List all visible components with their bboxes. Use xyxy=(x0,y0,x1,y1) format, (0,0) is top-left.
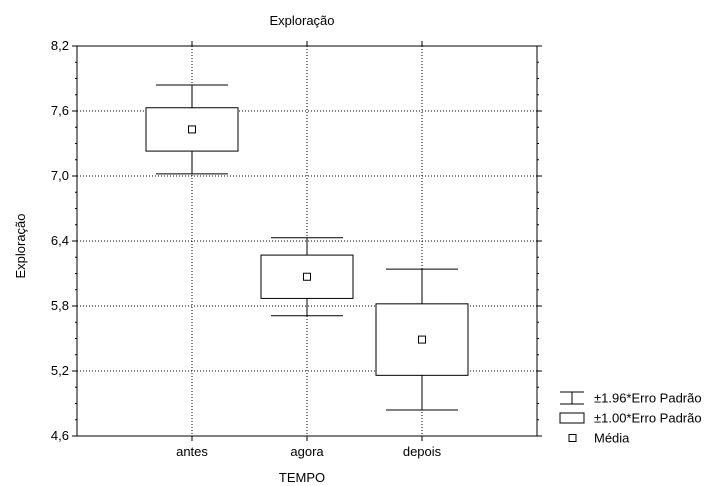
box-group-depois xyxy=(375,268,469,411)
legend-label: ±1.96*Erro Padrão xyxy=(594,391,702,406)
mean-marker xyxy=(418,335,426,344)
legend-label: Média xyxy=(594,431,630,446)
legend-item: ±1.00*Erro Padrão xyxy=(559,411,702,426)
x-tick-label: depois xyxy=(403,444,442,459)
legend-box-symbol xyxy=(559,412,585,424)
legend: ±1.96*Erro Padrão ±1.00*Erro Padrão Média xyxy=(559,391,702,446)
mean-marker xyxy=(303,272,311,281)
box-group-antes xyxy=(145,84,239,175)
x-tick-label: antes xyxy=(176,444,208,459)
y-tick-label: 5,2 xyxy=(51,363,69,378)
y-tick-label: 8,2 xyxy=(51,38,69,53)
box-marks xyxy=(145,84,469,411)
chart-title: Exploração xyxy=(269,13,334,28)
legend-marker-symbol xyxy=(568,434,577,442)
legend-label: ±1.00*Erro Padrão xyxy=(594,411,702,426)
legend-item: Média xyxy=(568,431,630,446)
y-tick-label: 7,6 xyxy=(51,103,69,118)
mean-marker xyxy=(188,125,196,134)
legend-item: ±1.96*Erro Padrão xyxy=(560,391,702,406)
x-axis-label: TEMPO xyxy=(279,470,325,485)
y-tick-label: 6,4 xyxy=(51,233,69,248)
x-tick-label: agora xyxy=(290,444,324,459)
y-tick-label: 4,6 xyxy=(51,428,69,443)
y-tick-label: 7,0 xyxy=(51,168,69,183)
axis-ticks: 4,6 5,2 5,8 6,4 7,0 7,6 8,2 antes agora depois xyxy=(51,38,542,459)
y-tick-label: 5,8 xyxy=(51,298,69,313)
box-group-agora xyxy=(260,237,354,317)
y-axis-label: Exploração xyxy=(13,213,28,278)
